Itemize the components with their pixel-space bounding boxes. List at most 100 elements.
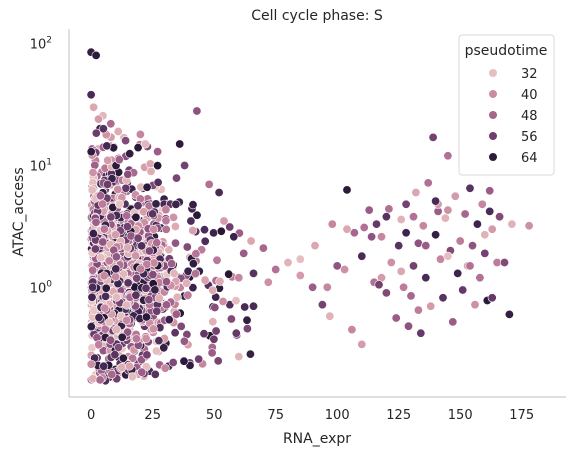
- data-point: [204, 179, 214, 189]
- data-point: [242, 315, 252, 325]
- data-point: [423, 178, 433, 188]
- data-point: [271, 264, 281, 274]
- data-point: [94, 114, 104, 124]
- data-point: [249, 301, 259, 311]
- data-point: [164, 315, 174, 325]
- data-point: [214, 188, 224, 198]
- legend-frame: [458, 34, 555, 176]
- data-point: [172, 173, 182, 183]
- data-point: [421, 241, 431, 251]
- data-point: [180, 161, 190, 171]
- data-point: [246, 236, 256, 246]
- data-point: [406, 291, 416, 301]
- data-point: [95, 191, 105, 201]
- data-point: [91, 217, 101, 227]
- data-point: [349, 228, 359, 238]
- data-point: [342, 185, 352, 195]
- data-point: [101, 283, 111, 293]
- data-point: [131, 251, 141, 261]
- data-point: [200, 236, 210, 246]
- data-point: [408, 261, 418, 271]
- legend-label: 32: [521, 67, 538, 82]
- data-point: [141, 312, 151, 322]
- x-tick-label: 75: [267, 408, 284, 423]
- data-point: [418, 221, 428, 231]
- data-point: [403, 321, 413, 331]
- data-point: [485, 206, 495, 216]
- data-point: [112, 292, 122, 302]
- data-point: [170, 222, 180, 232]
- data-point: [131, 290, 141, 300]
- legend-label: 64: [521, 151, 538, 166]
- data-point: [114, 342, 124, 352]
- data-point: [150, 285, 160, 295]
- data-point: [440, 213, 450, 223]
- data-point: [148, 324, 158, 334]
- data-point: [136, 264, 146, 274]
- legend-marker: [488, 89, 498, 99]
- data-point: [133, 143, 143, 153]
- data-point: [480, 230, 490, 240]
- data-point: [145, 159, 155, 169]
- data-point: [131, 212, 141, 222]
- data-point: [152, 238, 162, 248]
- data-point: [153, 147, 163, 157]
- data-point: [188, 283, 198, 293]
- data-point: [171, 199, 181, 209]
- data-point: [88, 282, 98, 292]
- data-point: [111, 230, 121, 240]
- data-point: [104, 256, 114, 266]
- data-point: [191, 269, 201, 279]
- data-point: [208, 317, 218, 327]
- data-point: [106, 212, 116, 222]
- data-point: [135, 129, 145, 139]
- data-point: [408, 212, 418, 222]
- data-point: [122, 315, 132, 325]
- x-tick-label: 150: [448, 408, 473, 423]
- data-point: [396, 266, 406, 276]
- data-point: [504, 309, 514, 319]
- data-point: [192, 210, 202, 220]
- data-point: [448, 317, 458, 327]
- data-point: [144, 246, 154, 256]
- data-point: [179, 336, 189, 346]
- data-point: [123, 169, 133, 179]
- data-point: [480, 248, 490, 258]
- data-point: [263, 277, 273, 287]
- data-point: [88, 265, 98, 275]
- data-point: [210, 302, 220, 312]
- data-point: [103, 155, 113, 165]
- legend-label: 56: [521, 130, 538, 145]
- data-point: [211, 326, 221, 336]
- data-point: [113, 185, 123, 195]
- data-point: [455, 236, 465, 246]
- scatter-points: [86, 47, 534, 386]
- data-point: [148, 209, 158, 219]
- data-point: [113, 127, 123, 137]
- data-point: [295, 270, 305, 280]
- data-point: [86, 359, 96, 369]
- data-point: [216, 226, 226, 236]
- data-point: [183, 266, 193, 276]
- data-point: [182, 278, 192, 288]
- data-point: [325, 311, 335, 321]
- data-point: [125, 149, 135, 159]
- data-point: [160, 363, 170, 373]
- data-point: [458, 285, 468, 295]
- data-point: [224, 269, 234, 279]
- data-point: [98, 124, 108, 134]
- data-point: [495, 212, 505, 222]
- x-tick-label: 25: [144, 408, 161, 423]
- data-point: [172, 292, 182, 302]
- data-point: [161, 205, 171, 215]
- legend-marker: [488, 152, 498, 162]
- data-point: [117, 362, 127, 372]
- data-point: [413, 238, 423, 248]
- data-point: [186, 216, 196, 226]
- data-point: [124, 361, 134, 371]
- data-point: [499, 257, 509, 267]
- data-point: [283, 257, 293, 267]
- data-point: [322, 282, 332, 292]
- chart-title: Cell cycle phase: S: [251, 8, 383, 24]
- data-point: [401, 199, 411, 209]
